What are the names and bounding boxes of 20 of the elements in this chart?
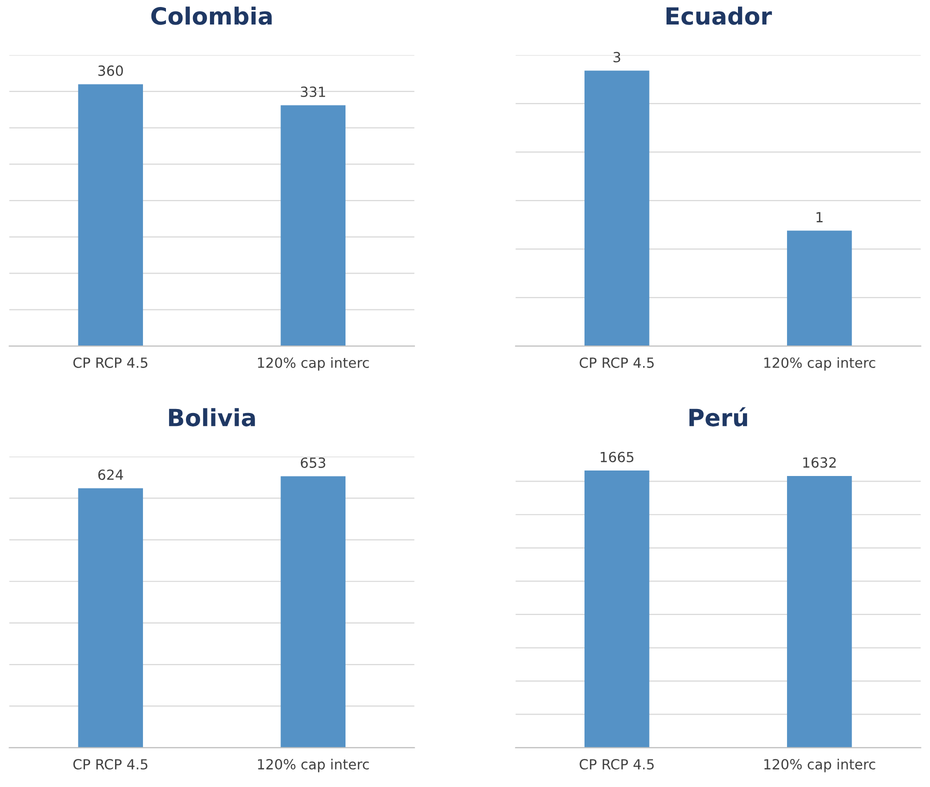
data-label: 360 (98, 65, 123, 76)
chart-title: Bolivia (169, 408, 255, 426)
x-tick-label: CP RCP 4.5 (580, 759, 654, 770)
data-label: 1665 (600, 452, 634, 462)
x-tick-label: CP RCP 4.5 (580, 357, 654, 368)
data-label: 624 (98, 470, 124, 480)
data-label: 3 (614, 52, 620, 62)
chart-title: Ecuador (666, 6, 772, 25)
data-label: 1632 (803, 457, 836, 468)
data-label: 1 (816, 212, 823, 222)
x-tick-label: 120% cap interc (764, 357, 876, 371)
x-tick-label: 120% cap interc (258, 357, 369, 371)
x-tick-label: 120% cap interc (258, 758, 369, 772)
chart-title: Colombia (151, 6, 272, 25)
data-label: 653 (300, 457, 326, 468)
x-tick-label: CP RCP 4.5 (73, 357, 148, 368)
x-tick-label: CP RCP 4.5 (73, 759, 148, 770)
data-label: 331 (300, 86, 326, 98)
chart-title: Perú (689, 407, 748, 426)
x-tick-label: 120% cap interc (764, 758, 876, 772)
